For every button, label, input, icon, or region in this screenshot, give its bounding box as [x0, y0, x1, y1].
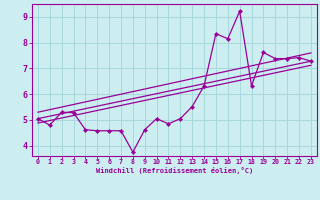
X-axis label: Windchill (Refroidissement éolien,°C): Windchill (Refroidissement éolien,°C): [96, 167, 253, 174]
